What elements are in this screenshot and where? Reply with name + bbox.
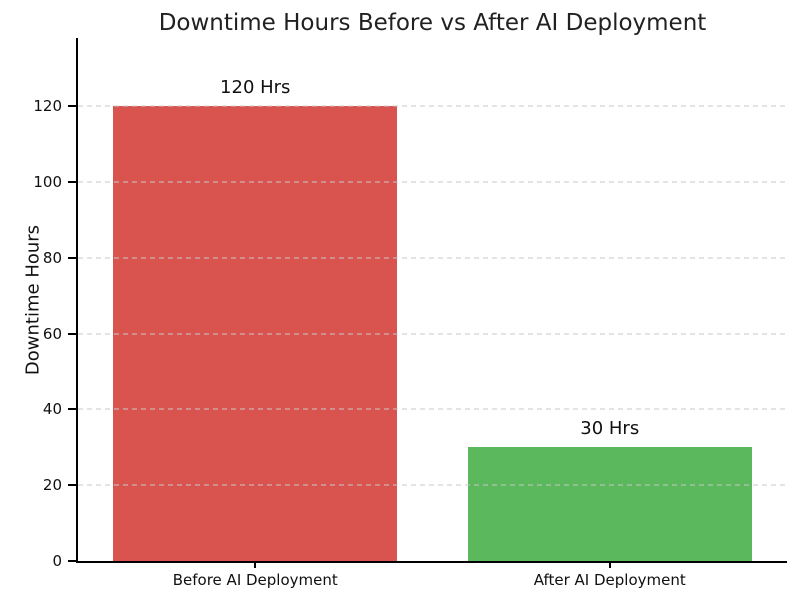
gridline [78, 333, 787, 335]
y-tick-mark [68, 105, 76, 108]
y-tick-label: 0 [52, 552, 62, 570]
y-tick-mark [68, 408, 76, 411]
bar [467, 447, 752, 561]
x-tick-label: Before AI Deployment [172, 571, 338, 589]
gridline [78, 257, 787, 259]
x-tick-mark [254, 561, 257, 568]
gridline [78, 105, 787, 107]
y-tick-label: 60 [42, 324, 62, 343]
gridline [78, 484, 787, 486]
gridline [78, 408, 787, 410]
y-tick-label: 40 [42, 400, 62, 419]
x-tick-label: After AI Deployment [533, 571, 686, 589]
y-tick-label: 80 [42, 248, 62, 267]
y-tick-mark [68, 560, 76, 562]
chart-title: Downtime Hours Before vs After AI Deploy… [158, 10, 707, 36]
bar-value-label: 120 Hrs [220, 77, 291, 99]
bar-value-label: 30 Hrs [580, 418, 640, 440]
y-tick-mark [68, 484, 76, 487]
y-tick-label: 100 [33, 173, 62, 191]
y-tick-mark [68, 181, 76, 183]
y-tick-label: 20 [42, 476, 62, 495]
y-tick-mark [68, 256, 76, 259]
y-tick-mark [68, 332, 76, 335]
gridline [78, 181, 787, 183]
y-tick-label: 120 [33, 97, 62, 116]
x-tick-mark [608, 561, 611, 568]
y-axis-label: Downtime Hours [22, 224, 44, 376]
plot-area: 0 20 40 60 80 100 120 120 Hrs Before AI Deployme… [33, 38, 787, 589]
